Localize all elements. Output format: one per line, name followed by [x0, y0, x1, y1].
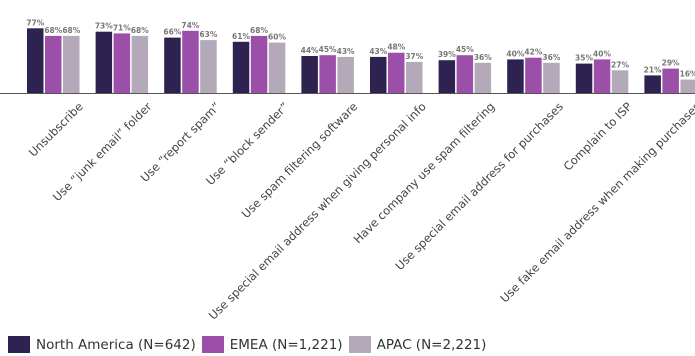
- bar-apac-n-2-221-9: [611, 70, 629, 93]
- data-label-north-america-n-642-9: 35%: [575, 54, 593, 63]
- bar-apac-n-2-221-7: [474, 62, 492, 93]
- data-label-apac-n-2-221-10: 16%: [680, 70, 695, 79]
- legend-swatch-emea: [201, 336, 224, 353]
- bar-north-america-n-642-8: [507, 59, 524, 93]
- bar-north-america-n-642-2: [95, 31, 113, 93]
- bar-apac-n-2-221-6: [406, 61, 423, 93]
- bar-emea-n-1-221-4: [250, 35, 268, 93]
- bar-north-america-n-642-9: [575, 63, 593, 93]
- data-label-emea-n-1-221-10: 29%: [662, 59, 680, 68]
- data-label-north-america-n-642-10: 21%: [644, 65, 662, 74]
- bar-emea-n-1-221-8: [525, 57, 542, 93]
- legend-label-north-america: North America (N=642): [36, 336, 196, 353]
- bar-apac-n-2-221-3: [200, 40, 217, 93]
- bar-emea-n-1-221-1: [45, 35, 62, 93]
- bar-north-america-n-642-1: [27, 28, 44, 93]
- data-label-apac-n-2-221-8: 36%: [542, 53, 560, 62]
- bar-north-america-n-642-6: [370, 56, 387, 93]
- data-label-north-america-n-642-8: 40%: [506, 49, 524, 58]
- data-label-emea-n-1-221-5: 45%: [319, 45, 337, 54]
- data-label-apac-n-2-221-1: 68%: [62, 26, 80, 35]
- data-label-emea-n-1-221-3: 74%: [181, 21, 199, 30]
- data-label-emea-n-1-221-2: 71%: [113, 23, 131, 32]
- data-label-north-america-n-642-1: 77%: [26, 18, 44, 27]
- bar-apac-n-2-221-2: [131, 35, 149, 93]
- bar-north-america-n-642-10: [644, 75, 661, 93]
- bar-north-america-n-642-7: [438, 60, 456, 93]
- bar-apac-n-2-221-1: [63, 35, 80, 93]
- legend-item-north-america: North America (N=642): [8, 336, 196, 353]
- bar-apac-n-2-221-10: [680, 79, 695, 93]
- data-label-north-america-n-642-4: 61%: [232, 32, 250, 41]
- data-label-emea-n-1-221-9: 40%: [593, 49, 611, 58]
- data-label-emea-n-1-221-4: 68%: [250, 26, 268, 35]
- data-label-apac-n-2-221-7: 36%: [474, 53, 492, 62]
- category-label-7: Have company use spam filtering: [351, 99, 498, 246]
- data-label-emea-n-1-221-1: 68%: [44, 26, 62, 35]
- data-label-emea-n-1-221-7: 45%: [456, 45, 474, 54]
- data-label-apac-n-2-221-6: 37%: [405, 52, 423, 61]
- data-label-north-america-n-642-7: 39%: [438, 50, 456, 59]
- bar-emea-n-1-221-9: [593, 59, 611, 93]
- data-label-north-america-n-642-5: 44%: [301, 46, 319, 55]
- category-label-5: Use spam filtering software: [239, 99, 361, 221]
- data-label-north-america-n-642-3: 66%: [163, 28, 181, 37]
- legend-item-apac: APAC (N=2,221): [348, 336, 487, 353]
- data-label-north-america-n-642-2: 73%: [95, 22, 113, 31]
- legend: North America (N=642) EMEA (N=1,221) APA…: [8, 336, 492, 353]
- bar-emea-n-1-221-7: [456, 55, 474, 93]
- bar-emea-n-1-221-2: [113, 33, 131, 93]
- data-label-north-america-n-642-6: 43%: [369, 47, 387, 56]
- data-label-apac-n-2-221-4: 60%: [268, 33, 286, 42]
- data-label-apac-n-2-221-9: 27%: [611, 60, 629, 69]
- bar-emea-n-1-221-10: [662, 68, 679, 93]
- data-label-emea-n-1-221-8: 42%: [524, 48, 542, 57]
- bar-emea-n-1-221-3: [182, 30, 199, 93]
- bar-emea-n-1-221-6: [388, 52, 405, 93]
- legend-label-emea: EMEA (N=1,221): [229, 336, 343, 353]
- category-label-9: Complain to ISP: [561, 99, 635, 173]
- legend-item-emea: EMEA (N=1,221): [201, 336, 343, 353]
- legend-label-apac: APAC (N=2,221): [376, 336, 487, 353]
- data-label-apac-n-2-221-3: 63%: [199, 30, 217, 39]
- bar-apac-n-2-221-5: [337, 56, 354, 93]
- legend-swatch-north-america: [8, 336, 30, 353]
- data-label-apac-n-2-221-5: 43%: [337, 47, 355, 56]
- bar-north-america-n-642-4: [232, 41, 250, 93]
- data-label-emea-n-1-221-6: 48%: [387, 43, 405, 52]
- data-label-apac-n-2-221-2: 68%: [131, 26, 149, 35]
- bar-apac-n-2-221-8: [543, 62, 560, 93]
- bar-emea-n-1-221-5: [319, 55, 336, 93]
- bars-group: 77%68% 68% 73% 71% 68% 66%74%63% 61%68%60%44% 4…: [26, 18, 695, 93]
- category-label-1: Unsubscribe: [26, 99, 86, 159]
- bar-north-america-n-642-5: [301, 56, 318, 93]
- bar-north-america-n-642-3: [164, 37, 181, 93]
- legend-swatch-apac: [348, 336, 371, 353]
- bar-apac-n-2-221-4: [268, 42, 286, 93]
